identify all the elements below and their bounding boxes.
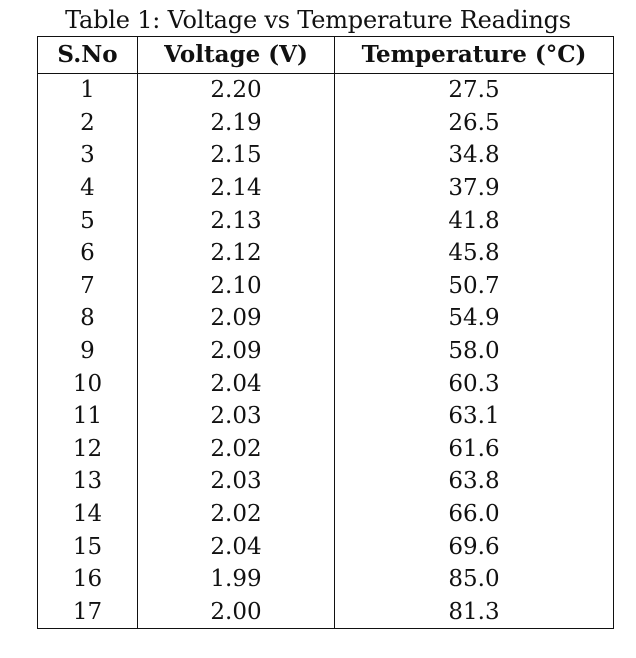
cell-sno: 3 — [37, 139, 138, 172]
cell-voltage: 2.12 — [137, 236, 335, 270]
table-row: 14 2.02 66.0 — [37, 497, 614, 531]
cell-sno: 15 — [37, 530, 138, 563]
cell-voltage: 2.04 — [137, 367, 335, 400]
cell-temperature: 58.0 — [334, 334, 614, 368]
cell-temperature: 34.8 — [334, 139, 614, 172]
cell-voltage: 2.02 — [137, 497, 335, 531]
table-row: 17 2.00 81.3 — [37, 595, 614, 630]
cell-temperature: 66.0 — [334, 497, 614, 531]
table-row: 15 2.04 69.6 — [37, 530, 614, 563]
cell-voltage: 2.15 — [137, 139, 335, 172]
cell-sno: 6 — [37, 236, 138, 270]
table-row: 1 2.20 27.5 — [37, 73, 614, 107]
cell-voltage: 2.13 — [137, 204, 335, 237]
table-row: 7 2.10 50.7 — [37, 269, 614, 303]
header-row: S.No Voltage (V) Temperature (°C) — [37, 36, 614, 74]
cell-voltage: 2.03 — [137, 465, 335, 498]
table-row: 12 2.02 61.6 — [37, 432, 614, 466]
table-row: 16 1.99 85.0 — [37, 562, 614, 596]
cell-voltage: 2.09 — [137, 334, 335, 368]
table-row: 5 2.13 41.8 — [37, 204, 614, 237]
cell-temperature: 63.8 — [334, 465, 614, 498]
cell-sno: 7 — [37, 269, 138, 303]
table-row: 10 2.04 60.3 — [37, 367, 614, 400]
header-sno: S.No — [37, 36, 138, 74]
cell-sno: 11 — [37, 399, 138, 433]
table-body: 1 2.20 27.5 2 2.19 26.5 3 2.15 34.8 4 2.14 37.9 5 2.1… — [37, 73, 614, 630]
cell-voltage: 2.10 — [137, 269, 335, 303]
cell-sno: 13 — [37, 465, 138, 498]
cell-temperature: 54.9 — [334, 302, 614, 335]
cell-temperature: 63.1 — [334, 399, 614, 433]
cell-temperature: 41.8 — [334, 204, 614, 237]
cell-temperature: 61.6 — [334, 432, 614, 466]
table-row: 3 2.15 34.8 — [37, 139, 614, 172]
table-row: 2 2.19 26.5 — [37, 106, 614, 140]
cell-temperature: 85.0 — [334, 562, 614, 596]
table-row: 11 2.03 63.1 — [37, 399, 614, 433]
cell-voltage: 2.00 — [137, 595, 335, 630]
cell-sno: 9 — [37, 334, 138, 368]
cell-sno: 4 — [37, 171, 138, 205]
cell-temperature: 45.8 — [334, 236, 614, 270]
cell-temperature: 26.5 — [334, 106, 614, 140]
cell-temperature: 81.3 — [334, 595, 614, 630]
cell-sno: 1 — [37, 73, 138, 107]
cell-temperature: 37.9 — [334, 171, 614, 205]
readings-table: S.No Voltage (V) Temperature (°C) 1 2.20 2… — [37, 36, 614, 630]
cell-voltage: 2.03 — [137, 399, 335, 433]
header-voltage: Voltage (V) — [137, 36, 335, 74]
table-row: 8 2.09 54.9 — [37, 302, 614, 335]
table-row: 6 2.12 45.8 — [37, 236, 614, 270]
cell-sno: 16 — [37, 562, 138, 596]
cell-sno: 2 — [37, 106, 138, 140]
cell-voltage: 2.20 — [137, 73, 335, 107]
cell-sno: 14 — [37, 497, 138, 531]
cell-voltage: 2.14 — [137, 171, 335, 205]
cell-temperature: 50.7 — [334, 269, 614, 303]
table-row: 4 2.14 37.9 — [37, 171, 614, 205]
table-caption: Table 1: Voltage vs Temperature Readings — [65, 6, 571, 34]
cell-voltage: 2.19 — [137, 106, 335, 140]
table-row: 9 2.09 58.0 — [37, 334, 614, 368]
cell-voltage: 1.99 — [137, 562, 335, 596]
cell-temperature: 69.6 — [334, 530, 614, 563]
cell-temperature: 27.5 — [334, 73, 614, 107]
cell-voltage: 2.04 — [137, 530, 335, 563]
cell-sno: 12 — [37, 432, 138, 466]
cell-temperature: 60.3 — [334, 367, 614, 400]
cell-sno: 5 — [37, 204, 138, 237]
header-temperature: Temperature (°C) — [334, 36, 614, 74]
cell-voltage: 2.09 — [137, 302, 335, 335]
table-row: 13 2.03 63.8 — [37, 465, 614, 498]
cell-sno: 10 — [37, 367, 138, 400]
cell-sno: 17 — [37, 595, 138, 630]
cell-sno: 8 — [37, 302, 138, 335]
cell-voltage: 2.02 — [137, 432, 335, 466]
